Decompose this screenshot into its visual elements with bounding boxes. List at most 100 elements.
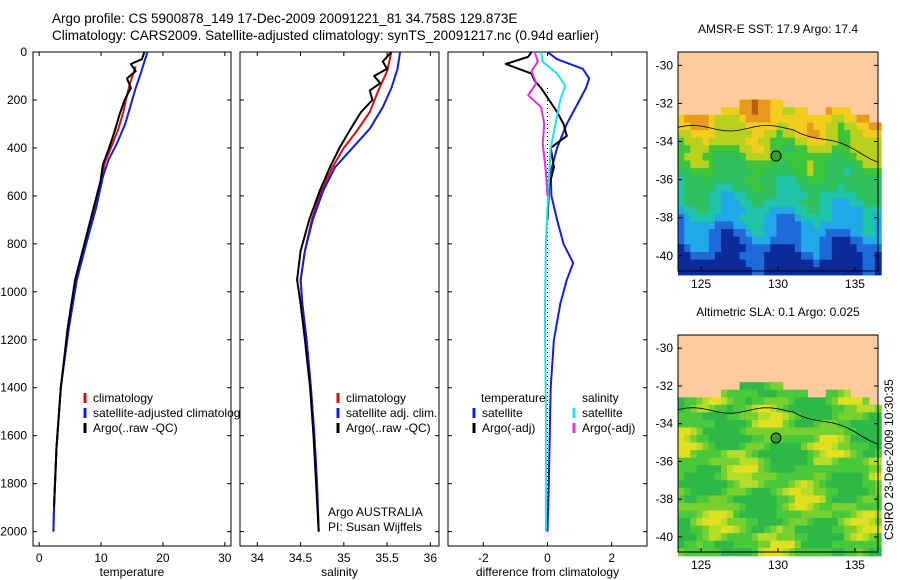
ocean-cell bbox=[745, 152, 753, 162]
ocean-cell bbox=[727, 168, 734, 177]
ocean-cell bbox=[702, 480, 710, 489]
ocean-cell bbox=[714, 533, 722, 542]
ocean-cell bbox=[862, 252, 870, 261]
ocean-cell bbox=[838, 510, 845, 519]
ocean-cell bbox=[690, 510, 698, 519]
ocean-cell bbox=[850, 533, 858, 542]
ocean-cell bbox=[813, 465, 821, 474]
ocean-cell bbox=[696, 137, 704, 146]
ocean-cell bbox=[727, 487, 734, 496]
ocean-cell bbox=[714, 510, 722, 519]
ocean-cell bbox=[825, 229, 833, 238]
ocean-cell bbox=[862, 229, 870, 238]
ocean-cell bbox=[745, 168, 753, 177]
lat-tick-label: -34 bbox=[656, 417, 674, 431]
ocean-cell bbox=[721, 160, 728, 169]
ocean-cell bbox=[794, 130, 802, 139]
ocean-cell bbox=[702, 236, 710, 245]
ocean-cell bbox=[801, 450, 808, 459]
ocean-cell bbox=[838, 472, 845, 481]
ocean-cell bbox=[714, 404, 722, 413]
ocean-cell bbox=[801, 465, 808, 474]
ocean-cell bbox=[813, 114, 821, 123]
ocean-cell bbox=[807, 252, 814, 261]
ocean-cell bbox=[813, 510, 821, 519]
ocean-cell bbox=[825, 206, 833, 215]
ocean-cell bbox=[844, 122, 851, 131]
ocean-cell bbox=[684, 130, 691, 139]
lon-tick-label: 125 bbox=[691, 558, 711, 572]
ocean-cell bbox=[708, 160, 716, 169]
ocean-cell bbox=[807, 130, 814, 139]
ocean-cell bbox=[764, 487, 771, 496]
ocean-cell bbox=[850, 114, 858, 123]
ocean-cell bbox=[776, 397, 784, 406]
ocean-cell bbox=[690, 221, 698, 230]
ocean-cell bbox=[850, 419, 858, 428]
ocean-cell bbox=[794, 175, 802, 184]
ocean-cell bbox=[831, 450, 839, 459]
ocean-cell bbox=[702, 472, 710, 481]
ocean-cell bbox=[819, 221, 827, 230]
ocean-cell bbox=[721, 472, 728, 481]
ocean-cell bbox=[690, 487, 698, 496]
ocean-cell bbox=[751, 160, 759, 169]
ocean-cell bbox=[708, 122, 716, 131]
ocean-cell bbox=[838, 221, 845, 230]
ocean-cell bbox=[776, 465, 784, 474]
ocean-cell bbox=[838, 198, 845, 207]
ocean-cell bbox=[819, 244, 827, 253]
ocean-cell bbox=[770, 160, 778, 169]
ocean-cell bbox=[678, 221, 685, 230]
ocean-cell bbox=[714, 160, 722, 169]
ocean-cell bbox=[850, 252, 858, 261]
ocean-cell bbox=[690, 122, 698, 131]
ocean-cell bbox=[764, 244, 771, 253]
ocean-cell bbox=[758, 221, 765, 230]
ocean-cell bbox=[690, 525, 698, 534]
legend-entry-temperature-profile: Argo(..raw -QC) bbox=[93, 421, 178, 435]
ocean-cell bbox=[776, 502, 784, 511]
ocean-cell bbox=[714, 114, 722, 123]
lat-tick-label: -30 bbox=[656, 58, 674, 72]
ocean-cell bbox=[794, 533, 802, 542]
ocean-cell bbox=[702, 168, 710, 177]
ocean-cell bbox=[684, 465, 691, 474]
ocean-cell bbox=[788, 480, 796, 489]
ocean-cell bbox=[807, 229, 814, 238]
ocean-cell bbox=[770, 229, 778, 238]
ocean-cell bbox=[844, 495, 851, 504]
ocean-cell bbox=[733, 442, 741, 451]
ocean-cell bbox=[862, 137, 870, 146]
ocean-cell bbox=[868, 404, 876, 413]
ocean-cell bbox=[825, 114, 833, 123]
ocean-cell bbox=[739, 412, 747, 421]
ocean-cell bbox=[838, 191, 845, 200]
ocean-cell bbox=[678, 191, 685, 200]
ocean-cell bbox=[782, 145, 790, 154]
ocean-cell bbox=[764, 130, 771, 139]
ocean-cell bbox=[788, 229, 796, 238]
ocean-cell bbox=[819, 397, 827, 406]
ocean-cell bbox=[838, 244, 845, 253]
ocean-cell bbox=[770, 122, 778, 131]
ocean-cell bbox=[751, 465, 759, 474]
ocean-cell bbox=[751, 175, 759, 184]
ocean-cell bbox=[745, 510, 753, 519]
ocean-cell bbox=[678, 487, 685, 496]
ocean-cell bbox=[714, 191, 722, 200]
ocean-cell bbox=[838, 450, 845, 459]
ocean-cell bbox=[708, 450, 716, 459]
ocean-cell bbox=[714, 540, 722, 549]
lat-tick-label: -36 bbox=[656, 173, 674, 187]
ocean-cell bbox=[696, 472, 704, 481]
ocean-cell bbox=[758, 397, 765, 406]
ocean-cell bbox=[745, 472, 753, 481]
ocean-cell bbox=[702, 122, 710, 131]
ocean-cell bbox=[788, 137, 796, 146]
contour-line bbox=[677, 407, 879, 445]
ocean-cell bbox=[776, 427, 784, 436]
ocean-cell bbox=[831, 389, 839, 398]
ocean-cell bbox=[819, 419, 827, 428]
ocean-cell bbox=[678, 480, 685, 489]
